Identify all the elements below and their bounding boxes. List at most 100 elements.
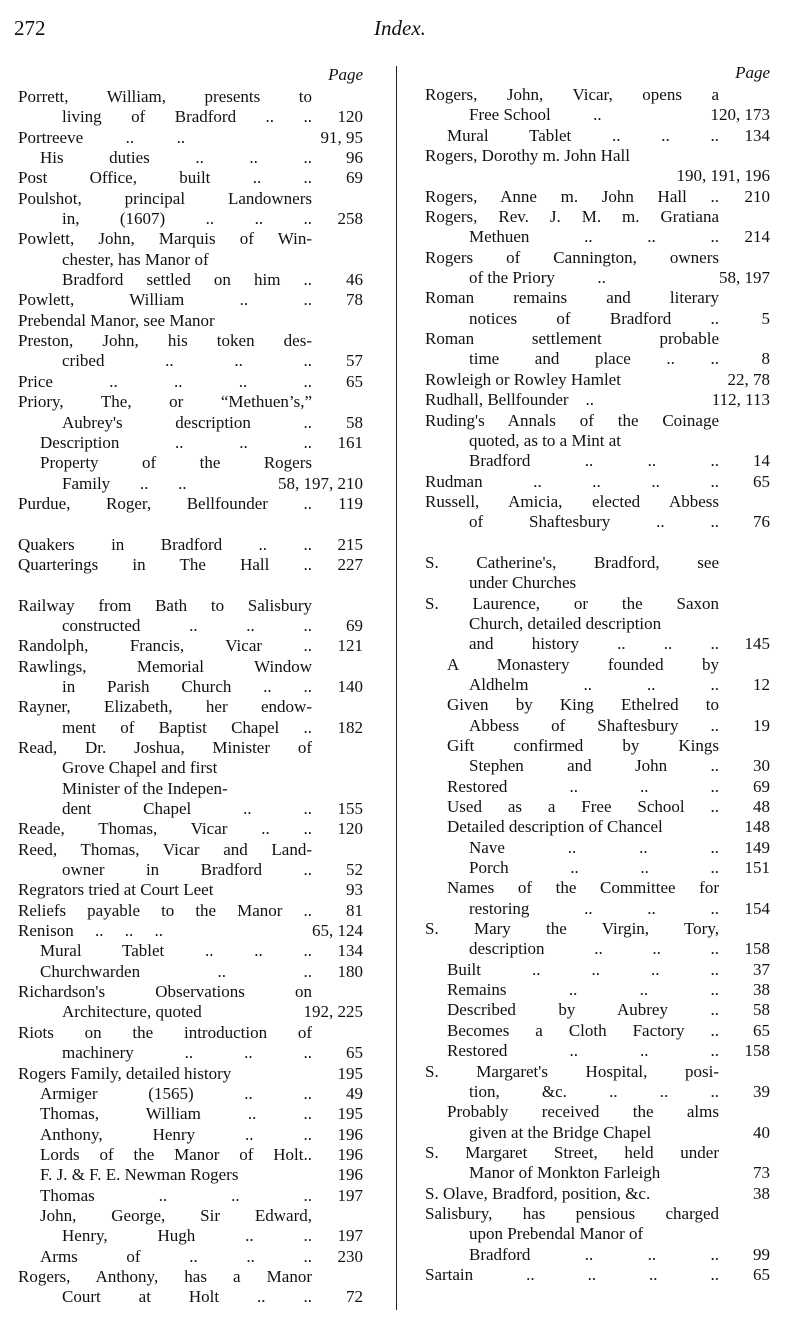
entry-text: restoring .. .. .. xyxy=(469,898,719,918)
entry-text: Detailed description of Chancel xyxy=(447,817,663,837)
index-entry-line: Given by King Ethelred to xyxy=(425,695,770,715)
entry-text: His duties .. .. .. xyxy=(40,148,312,168)
entry-text: Free School .. xyxy=(469,105,602,125)
index-entry-line: Powlett, William .. .. 78 xyxy=(18,290,363,310)
index-entry-line: Rudman .. .. .. .. 65 xyxy=(425,472,770,492)
entry-page-ref: 182 xyxy=(337,717,364,737)
entry-text: Becomes a Cloth Factory .. xyxy=(447,1020,719,1040)
entry-page-ref: 93 xyxy=(346,880,363,900)
index-entry-line: S. Olave, Bradford, position, &c. 38 xyxy=(425,1184,770,1204)
entry-text: Richardson's Observations on xyxy=(18,982,312,1002)
entry-page-ref: 258 xyxy=(337,209,364,229)
index-entry-line: Henry, Hugh .. .. 197 xyxy=(18,1226,363,1246)
index-entry-line: Arms of .. .. .. 230 xyxy=(18,1247,363,1267)
index-entry-line: S. Mary the Virgin, Tory, xyxy=(425,919,770,939)
entry-text: Rogers, Anne m. John Hall .. xyxy=(425,186,719,206)
entry-text: machinery .. .. .. xyxy=(62,1043,312,1063)
index-entry-line: S. Laurence, or the Saxon xyxy=(425,594,770,614)
index-entry-line: Rogers, Dorothy m. John Hall xyxy=(425,146,770,166)
entry-text: Reed, Thomas, Vicar and Land- xyxy=(18,839,312,859)
entry-text: S. Margaret's Hospital, posi- xyxy=(425,1061,719,1081)
entry-page-ref: 158 xyxy=(744,1041,771,1061)
index-column-right: Page Rogers, John, Vicar, opens a Free Sc… xyxy=(425,63,771,1285)
entry-text: Rawlings, Memorial Window xyxy=(18,656,312,676)
index-entry-line: Detailed description of Chancel 148 xyxy=(425,817,770,837)
index-entry-line: Built .. .. .. .. 37 xyxy=(425,960,770,980)
entry-page-ref: 57 xyxy=(346,351,363,371)
index-entry-line: of Shaftesbury .. .. 76 xyxy=(425,512,770,532)
entry-page-ref: 58 xyxy=(346,412,363,432)
blank-line xyxy=(425,533,770,553)
index-entry-line: Remains .. .. .. 38 xyxy=(425,980,770,1000)
entry-page-ref: 65 xyxy=(346,1043,363,1063)
index-entry-line: Purdue, Roger, Bellfounder .. 119 xyxy=(18,494,363,514)
index-entry-line: Ruding's Annals of the Coinage xyxy=(425,411,770,431)
index-entry-line: chester, has Manor of xyxy=(18,250,363,270)
index-entry-line: Reed, Thomas, Vicar and Land- xyxy=(18,840,363,860)
index-entry-line: Richardson's Observations on xyxy=(18,982,363,1002)
index-entry-line: Bradford .. .. .. 14 xyxy=(425,451,770,471)
index-entry-line: Poulshot, principal Landowners xyxy=(18,189,363,209)
entry-text: F. J. & F. E. Newman Rogers xyxy=(40,1165,239,1185)
index-entry-line: Armiger (1565) .. .. 49 xyxy=(18,1084,363,1104)
entry-text: Prebendal Manor, see Manor xyxy=(18,310,215,330)
entry-page-ref: 69 xyxy=(346,168,363,188)
entry-text: Anthony, Henry .. .. xyxy=(40,1124,312,1144)
entry-page-ref: 22, 78 xyxy=(727,369,771,389)
index-entry-line: Thomas, William .. .. 195 xyxy=(18,1104,363,1124)
entry-page-ref: 140 xyxy=(337,676,364,696)
entry-page-ref: 190, 191, 196 xyxy=(676,166,771,186)
index-entry-line: 190, 191, 196 xyxy=(425,166,771,186)
entry-text: Reliefs payable to the Manor .. xyxy=(18,900,312,920)
index-entry-line: given at the Bridge Chapel 40 xyxy=(425,1123,770,1143)
entry-text: chester, has Manor of xyxy=(62,249,209,269)
entry-text: quoted, as to a Mint at xyxy=(469,430,622,450)
entry-page-ref: 148 xyxy=(744,817,771,837)
entry-text: Gift confirmed by Kings xyxy=(447,736,719,755)
entry-text: Minister of the Indepen- xyxy=(62,778,228,798)
entry-text: Used as a Free School .. xyxy=(447,797,719,817)
entry-text: of the Priory .. xyxy=(469,268,606,288)
index-entry-line: Rogers Family, detailed history 195 xyxy=(18,1064,363,1084)
column-divider xyxy=(396,66,397,1310)
index-entry-line: Rogers, Anthony, has a Manor xyxy=(18,1267,363,1287)
entry-text: Rudhall, Bellfounder .. xyxy=(425,390,595,410)
index-entry-line: Riots on the introduction of xyxy=(18,1023,363,1043)
entry-text: Salisbury, has pensious charged xyxy=(425,1203,719,1223)
entry-text: Property of the Rogers xyxy=(40,453,312,473)
entry-text: Rogers, John, Vicar, opens a xyxy=(425,85,719,104)
entry-text: Rogers of Cannington, owners xyxy=(425,247,719,267)
entry-page-ref: 120 xyxy=(337,107,364,127)
entry-text: Randolph, Francis, Vicar .. xyxy=(18,636,312,656)
entry-text: Railway from Bath to Salisbury xyxy=(18,595,312,615)
entry-page-ref: 19 xyxy=(753,715,770,735)
entry-page-ref: 112, 113 xyxy=(711,390,770,410)
entry-text: in, (1607) .. .. .. xyxy=(62,209,312,229)
entry-page-ref: 12 xyxy=(753,674,770,694)
entry-page-ref: 214 xyxy=(744,227,771,247)
index-entry-line: Lords of the Manor of Holt.. 196 xyxy=(18,1145,363,1165)
entry-page-ref: 195 xyxy=(337,1104,364,1124)
index-entry-line: S. Margaret's Hospital, posi- xyxy=(425,1062,770,1082)
entry-text: Manor of Monkton Farleigh xyxy=(469,1163,661,1183)
index-entry-line: Stephen and John .. 30 xyxy=(425,756,770,776)
entry-text: Court at Holt .. .. xyxy=(62,1287,312,1307)
entry-text: Rowleigh or Rowley Hamlet xyxy=(425,369,621,389)
entry-page-ref: 39 xyxy=(753,1081,770,1101)
entry-text: S. Catherine's, Bradford, see xyxy=(425,552,719,572)
entry-text: in Parish Church .. .. xyxy=(62,676,312,696)
index-entry-line: Price .. .. .. .. 65 xyxy=(18,372,363,392)
running-title: Index. xyxy=(374,16,426,40)
entry-text: Bradford .. .. .. xyxy=(469,451,719,471)
entry-page-ref: 215 xyxy=(337,534,364,554)
entry-page-ref: 196 xyxy=(337,1124,364,1144)
index-entry-line: Family .. .. 58, 197, 210 xyxy=(18,474,363,494)
entry-text: Reade, Thomas, Vicar .. .. xyxy=(18,819,312,839)
index-entry-line: time and place .. .. 8 xyxy=(425,349,770,369)
entry-page-ref: 65 xyxy=(346,371,363,391)
entry-text: tion, &c. .. .. .. xyxy=(469,1081,719,1101)
entry-text: Priory, The, or “Methuen’s,” xyxy=(18,392,312,412)
index-entry-line: Restored .. .. .. 69 xyxy=(425,777,770,797)
entry-page-ref: 99 xyxy=(753,1244,770,1264)
index-entry-line: Reade, Thomas, Vicar .. .. 120 xyxy=(18,819,363,839)
